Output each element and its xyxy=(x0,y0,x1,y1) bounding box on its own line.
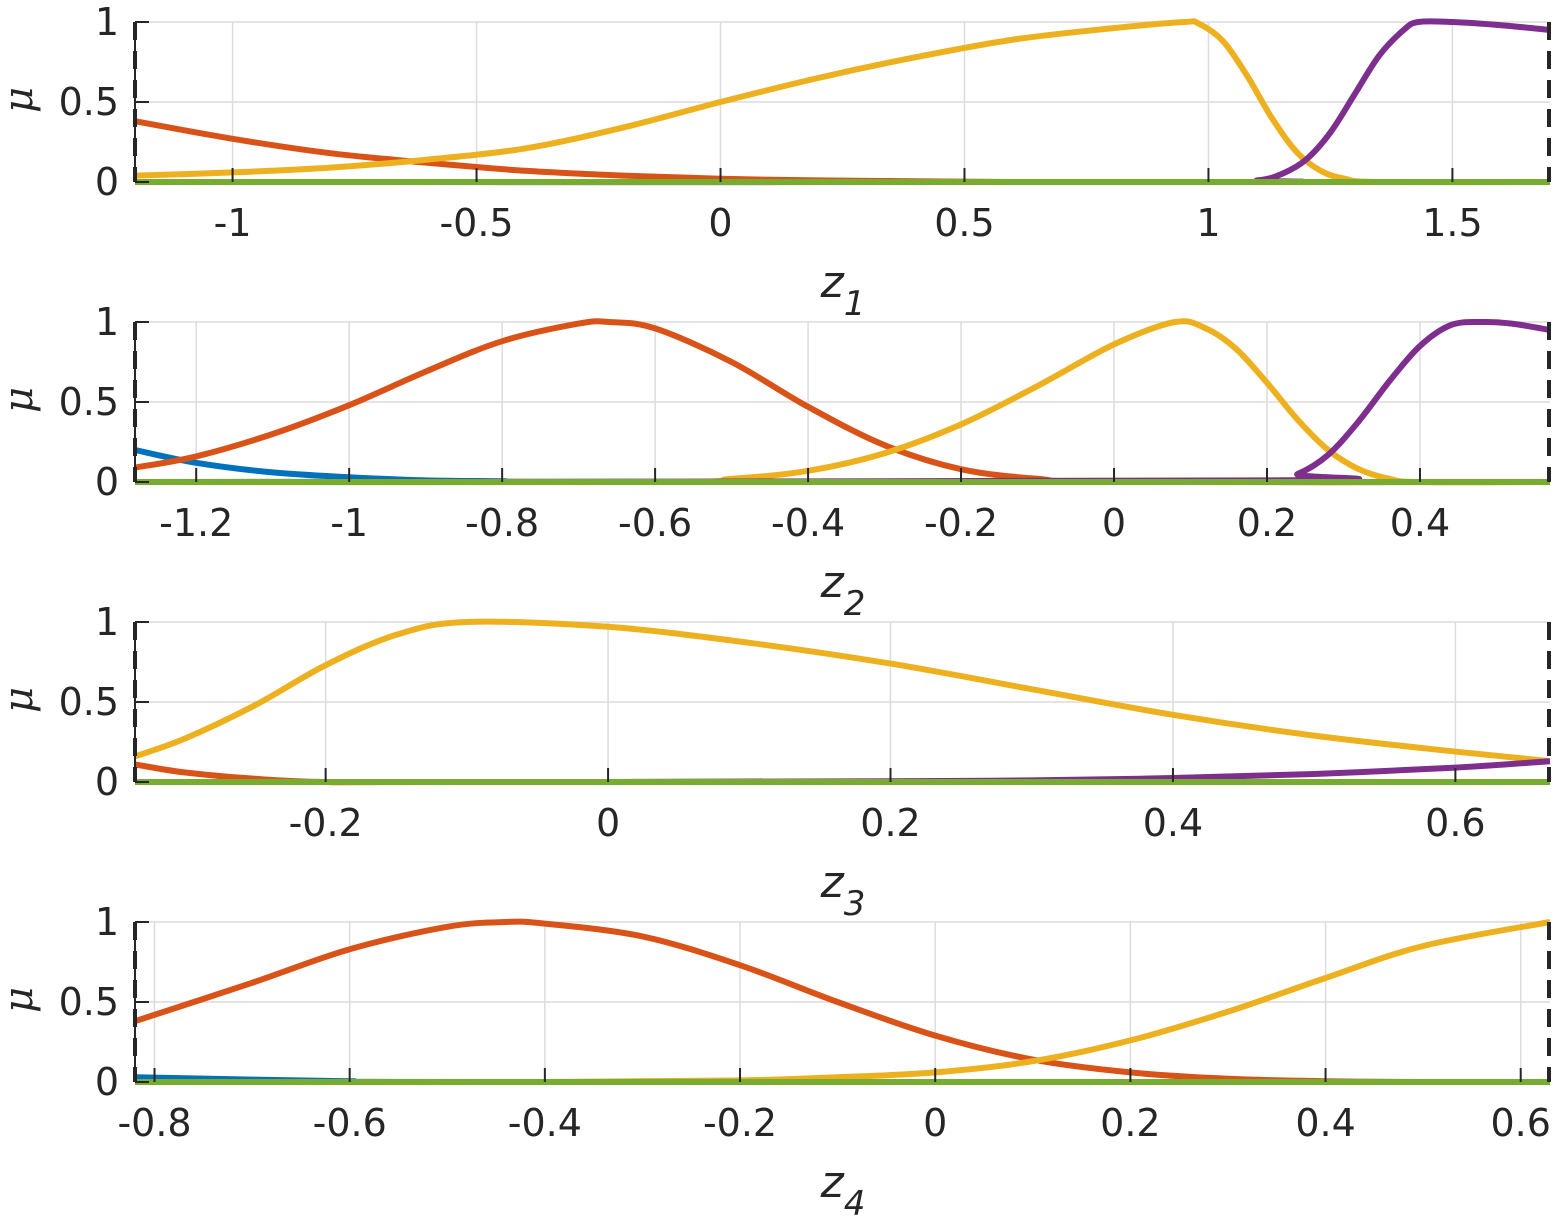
y-tick-label: 0.5 xyxy=(59,980,119,1024)
x-axis-label: z1 xyxy=(820,257,866,324)
x-axis-label-subscript: 4 xyxy=(844,1184,866,1224)
y-axis-label: μ xyxy=(0,687,42,713)
x-tick-label: 0.4 xyxy=(1295,1101,1355,1145)
y-tick-label: 0 xyxy=(95,160,119,204)
series-line-3 xyxy=(134,18,1551,186)
x-tick-label: -0.6 xyxy=(618,501,692,545)
series-line-4 xyxy=(134,758,1551,786)
x-tick-label: 0.2 xyxy=(1237,501,1297,545)
x-tick-label: 0 xyxy=(596,801,620,845)
x-tick-label: 0.6 xyxy=(1491,1101,1551,1145)
x-tick-label: -0.2 xyxy=(703,1101,777,1145)
x-tick-label: -1.2 xyxy=(159,501,233,545)
x-tick-label: 0.6 xyxy=(1425,801,1485,845)
x-axis-label-subscript: 2 xyxy=(844,584,866,624)
x-tick-label: 0 xyxy=(708,201,732,245)
x-tick-label: -0.2 xyxy=(289,801,363,845)
y-tick-label: 0 xyxy=(95,1060,119,1104)
subplot-2: 0 0.5 1 -1.2 -1 -0.8 -0.6 -0.4 -0.2 0 0.2 0.4 μ z2 xyxy=(0,300,1551,624)
series-line-2 xyxy=(134,118,1551,186)
x-axis-label-base: z xyxy=(820,857,845,908)
x-tick-label: 1.5 xyxy=(1422,201,1482,245)
y-tick-label: 1 xyxy=(95,0,119,44)
subplot-4: 0 0.5 1 -0.8 -0.6 -0.4 -0.2 0 0.2 0.4 0.6 μ z4 xyxy=(0,900,1551,1224)
x-tick-label: 0.5 xyxy=(934,201,994,245)
y-tick-label: 1 xyxy=(95,900,119,944)
y-tick-label: 0.5 xyxy=(59,80,119,124)
y-tick-label: 1 xyxy=(95,600,119,644)
y-tick-label: 0.5 xyxy=(59,680,119,724)
x-axis-label-subscript: 3 xyxy=(844,884,866,924)
y-tick-label: 1 xyxy=(95,300,119,344)
x-axis-label-base: z xyxy=(820,1157,845,1208)
x-tick-label: -0.8 xyxy=(465,501,539,545)
x-axis-label: z4 xyxy=(820,1157,866,1224)
x-axis-label-base: z xyxy=(820,257,845,308)
series-line-3 xyxy=(133,618,1551,765)
x-tick-label: 0.4 xyxy=(1143,801,1203,845)
y-axis-label: μ xyxy=(0,987,42,1013)
y-tick-label: 0.5 xyxy=(59,380,119,424)
x-tick-label: 0.4 xyxy=(1390,501,1450,545)
x-axis-label-base: z xyxy=(820,557,845,608)
subplot-3: 0 0.5 1 -0.2 0 0.2 0.4 0.6 μ z3 xyxy=(0,600,1551,924)
x-tick-label: 0.2 xyxy=(860,801,920,845)
y-tick-label: 0 xyxy=(95,460,119,504)
x-axis-label: z3 xyxy=(820,857,866,924)
x-tick-label: 0 xyxy=(923,1101,947,1145)
x-tick-label: -0.2 xyxy=(924,501,998,545)
x-tick-label: -0.4 xyxy=(771,501,845,545)
x-tick-label: 0 xyxy=(1102,501,1126,545)
x-tick-label: 0.2 xyxy=(1100,1101,1160,1145)
x-axis-label: z2 xyxy=(820,557,866,624)
x-tick-label: -0.5 xyxy=(439,201,513,245)
x-tick-label: 1 xyxy=(1196,201,1220,245)
x-tick-label: -0.8 xyxy=(117,1101,191,1145)
x-tick-label: -1 xyxy=(214,201,252,245)
x-axis-label-subscript: 1 xyxy=(844,284,866,324)
y-axis-label: μ xyxy=(0,87,42,113)
y-axis-label: μ xyxy=(0,387,42,413)
x-tick-label: -1 xyxy=(330,501,368,545)
x-tick-label: -0.6 xyxy=(313,1101,387,1145)
x-tick-label: -0.4 xyxy=(508,1101,582,1145)
y-tick-label: 0 xyxy=(95,760,119,804)
